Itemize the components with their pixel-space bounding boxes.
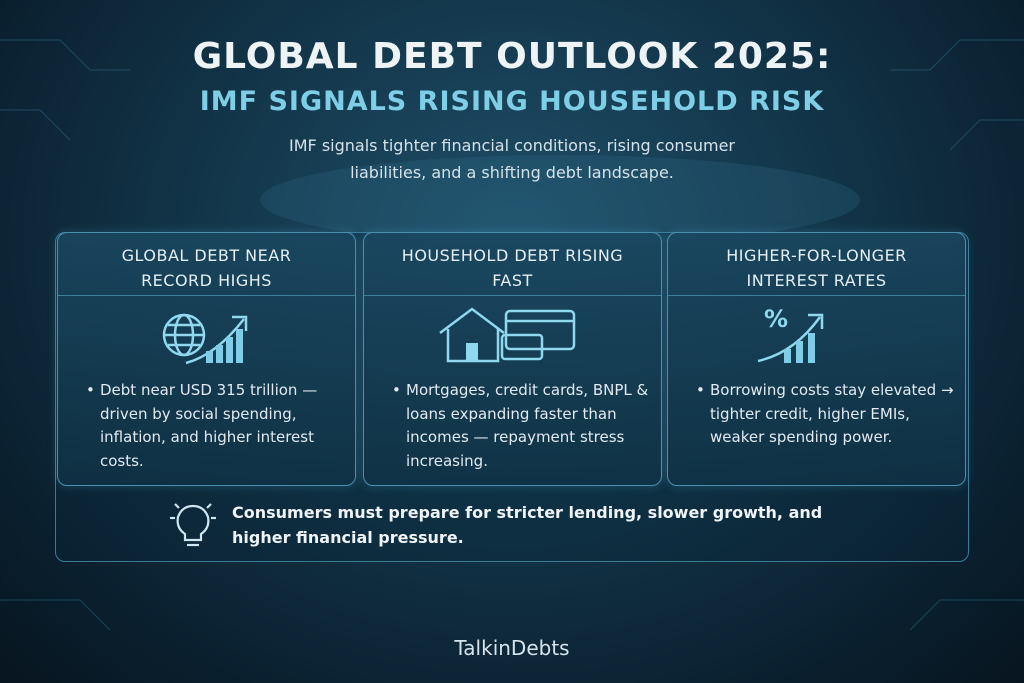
svg-text:%: % — [764, 305, 788, 333]
card: GLOBAL DEBT NEAR RECORD HIGHS Debt near … — [57, 232, 356, 486]
divider — [364, 295, 661, 296]
card: HIGHER-FOR-LONGER INTEREST RATES % Borro… — [667, 232, 966, 486]
brand: TalkinDebts — [454, 636, 570, 660]
card-text: Debt near USD 315 trillion — driven by s… — [86, 379, 355, 473]
bulb-icon — [170, 503, 216, 547]
rate-icon: % — [757, 305, 824, 363]
note: Consumers must prepare for stricter lend… — [232, 503, 823, 547]
title: GLOBAL DEBT OUTLOOK 2025: — [192, 36, 832, 77]
subtitle: IMF SIGNALS RISING HOUSEHOLD RISK — [199, 86, 825, 117]
globe-growth-icon — [162, 313, 248, 365]
card-text: Borrowing costs stay elevated → tighter … — [696, 379, 965, 450]
intro: IMF signals tighter financial conditions… — [289, 136, 735, 182]
card-title: GLOBAL DEBT NEAR RECORD HIGHS — [121, 246, 292, 290]
card-title: HOUSEHOLD DEBT RISING FAST — [401, 246, 624, 290]
divider — [58, 295, 355, 296]
house-card-icon — [439, 307, 576, 363]
card-title: HIGHER-FOR-LONGER INTEREST RATES — [726, 246, 907, 290]
divider — [668, 295, 965, 296]
card: HOUSEHOLD DEBT RISING FAST Mortgages, cr… — [363, 232, 662, 486]
card-text: Mortgages, credit cards, BNPL & loans ex… — [392, 379, 661, 473]
